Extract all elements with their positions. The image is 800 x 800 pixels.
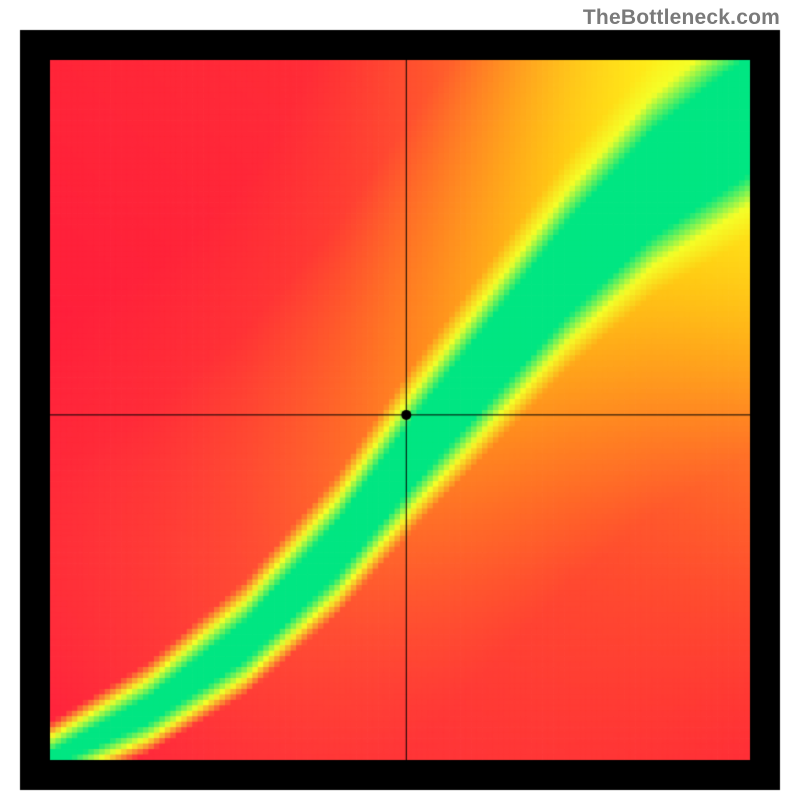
- watermark-text: TheBottleneck.com: [583, 6, 780, 30]
- bottleneck-heatmap: [0, 0, 800, 800]
